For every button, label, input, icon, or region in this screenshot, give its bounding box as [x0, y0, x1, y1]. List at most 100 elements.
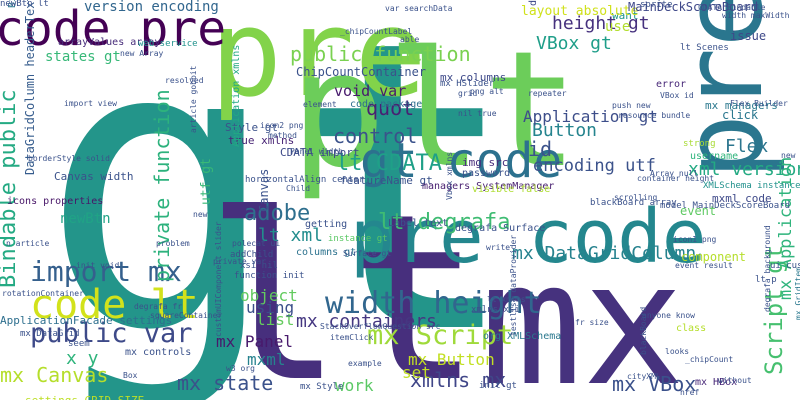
cloud-word-web-service: web service [138, 39, 198, 49]
cloud-word-stackoverflowquestion-src: StackOverflowQuestion src [320, 322, 441, 331]
cloud-word-list: list [256, 310, 295, 329]
cloud-word-work: work [335, 376, 374, 395]
cloud-word-mx-vbox: mx VBox [612, 372, 697, 396]
cloud-word-visible-false: visible false [472, 184, 551, 195]
cloud-word-lt-p: lt p [755, 275, 777, 285]
cloud-word-mx-hslider: mx HSlider [440, 79, 495, 89]
cloud-word-n-article: n article [6, 239, 50, 248]
cloud-word-username: username [690, 151, 739, 162]
cloud-word-grid: grid [458, 89, 478, 98]
cloud-word-import-view: import view [64, 99, 117, 108]
cloud-word-problem: problem [156, 239, 190, 248]
cloud-word-testlist-dataprovider: testlist dataProvider [509, 234, 518, 336]
cloud-word-application-gt: Application gt [523, 107, 658, 126]
cloud-word-version-encoding: version encoding [84, 0, 219, 15]
cloud-word-lt-cdata: lt CDATA [336, 151, 442, 176]
cloud-word-mx-state: mx state [177, 371, 274, 395]
cloud-word-width-height: width height [325, 286, 542, 321]
cloud-word-event: event [680, 204, 717, 218]
cloud-word-mx-style: mx Style [300, 382, 344, 392]
cloud-word-new-array: new Array [120, 49, 164, 58]
cloud-word-anyone-know: anyone know [642, 311, 695, 320]
cloud-word-arrayvalues-array: arrayValues array [58, 37, 161, 48]
cloud-word-code-lt: code lt [30, 282, 199, 328]
cloud-word-xmlns-mx: xmlns mx [410, 368, 507, 392]
cloud-word-utf-gt: utf gt [199, 158, 214, 205]
cloud-word-id: id [528, 137, 553, 161]
cloud-word-private-var: private var [213, 257, 266, 266]
cloud-word-lt-scenes: lt Scenes [680, 43, 729, 53]
cloud-word-itemclick: itemClick [330, 333, 374, 342]
cloud-word-private-function: private function [150, 89, 174, 282]
cloud-word-sprite: sprite [640, 0, 673, 10]
cloud-word-function-init: function init [234, 271, 305, 281]
cloud-word-degrafa-surface: degrafa Surface [455, 223, 546, 234]
cloud-word-error: error [656, 79, 687, 90]
cloud-word-pre-code: pre code [350, 194, 707, 280]
cloud-word-application-xmlns: Application xmlns [231, 44, 242, 147]
cloud-word-flex-builder: Flex Builder [730, 99, 788, 108]
cloud-word-canvas-width: Canvas width [54, 170, 134, 183]
cloud-word-cdata-bindable: CDATA Bindable [698, 3, 766, 12]
cloud-word-push-new: push new [612, 101, 651, 110]
cloud-word-xmlschema-instance: XMLSchema instance [703, 181, 800, 191]
cloud-word-xml-version: xml version [688, 159, 800, 180]
cloud-word-without: without [718, 376, 752, 385]
cloud-word-mx-controls: mx controls [125, 347, 192, 358]
cloud-word-password: password [462, 168, 511, 179]
cloud-word-method: method [268, 131, 297, 140]
cloud-word-encoding-utf: encoding utf [533, 156, 656, 176]
cloud-word-strong: strong [683, 139, 716, 149]
cloud-word-array-null: Array null [650, 169, 699, 178]
cloud-word-icon1-png: icon1 png [673, 235, 717, 244]
cloud-word-event-result: event result [675, 261, 733, 270]
cloud-word-img-src: img src [462, 156, 509, 169]
cloud-word-true-xmlns: true xmlns [228, 134, 295, 147]
cloud-word-mx-columns: mx columns [440, 71, 507, 84]
cloud-word-adobe: adobe [244, 201, 311, 226]
cloud-word-blackboard-array: blackBoard array [590, 198, 677, 208]
cloud-word-new-mybutton: new MyButton [781, 151, 800, 160]
cloud-word-height-gt: height gt [552, 13, 650, 34]
cloud-word-managers-systemmanager: managers SystemManager [422, 181, 555, 192]
cloud-word-var-searchdata: var searchData [385, 4, 453, 13]
cloud-word-able: able [400, 35, 420, 44]
cloud-word-style-gt: Style gt [225, 121, 278, 134]
cloud-word-looks: looks [665, 347, 690, 356]
cloud-word-chipcount: _chipCount [685, 355, 734, 364]
cloud-word-control: control [333, 124, 418, 148]
cloud-word-xmlns-xsi: xmlns xsi [471, 305, 520, 315]
cloud-word-seem: seem [68, 339, 90, 349]
cloud-word-resolved: resolved [165, 76, 204, 85]
cloud-word-public-function: public function [290, 42, 471, 66]
cloud-word-use: use [605, 19, 631, 35]
cloud-word-mx-canvas: mx Canvas [0, 363, 109, 387]
cloud-word-xsi-nil: xsi nil [240, 261, 278, 271]
cloud-word-instance-gt: instance gt [328, 234, 388, 244]
cloud-word-gt: gt [40, 0, 522, 400]
cloud-word-example: example [348, 359, 382, 368]
cloud-word-article-gobbit: article gobbit [189, 65, 198, 133]
cloud-word-component: component [681, 250, 747, 264]
cloud-word-mx: mx [480, 226, 685, 400]
cloud-word-cityxml: cityXML [627, 372, 661, 381]
cloud-word-cdata-import: CDATA import [280, 146, 360, 159]
cloud-word-void-var: void var [334, 82, 407, 100]
cloud-word-layout-absolute: layout absolute [521, 4, 639, 19]
cloud-word-vbox-xmlns: Vbox xmlns [445, 151, 454, 200]
cloud-word-issue: issue [730, 29, 767, 43]
cloud-word-org-xmlschema: org XMLSchema [483, 331, 562, 342]
cloud-word-vbox-gt: VBox gt [536, 33, 612, 54]
cloud-word-plt: plt [290, 16, 579, 203]
cloud-word-bindable-public: Bindable public [0, 89, 21, 288]
cloud-word-settings-grid-size: settings GRID_SIZE [25, 395, 144, 400]
cloud-word-horizontalalign-center: horizontalAlign center [245, 175, 365, 185]
cloud-word-polecat-ui: polecat ui [232, 239, 281, 248]
cloud-word-resource-bundle: resource bundle [618, 111, 691, 120]
cloud-word-width-maxwidth: width maxWidth [722, 11, 790, 20]
cloud-word-borderstyle-solid: borderStyle solid [28, 154, 110, 163]
cloud-word-states-gt: states gt [45, 49, 121, 65]
cloud-word-surface-gt: Surface gt [343, 249, 392, 258]
cloud-word-mx-griditem: mx GridItem [794, 267, 800, 320]
cloud-word-mx-application: mx Application [776, 156, 796, 300]
